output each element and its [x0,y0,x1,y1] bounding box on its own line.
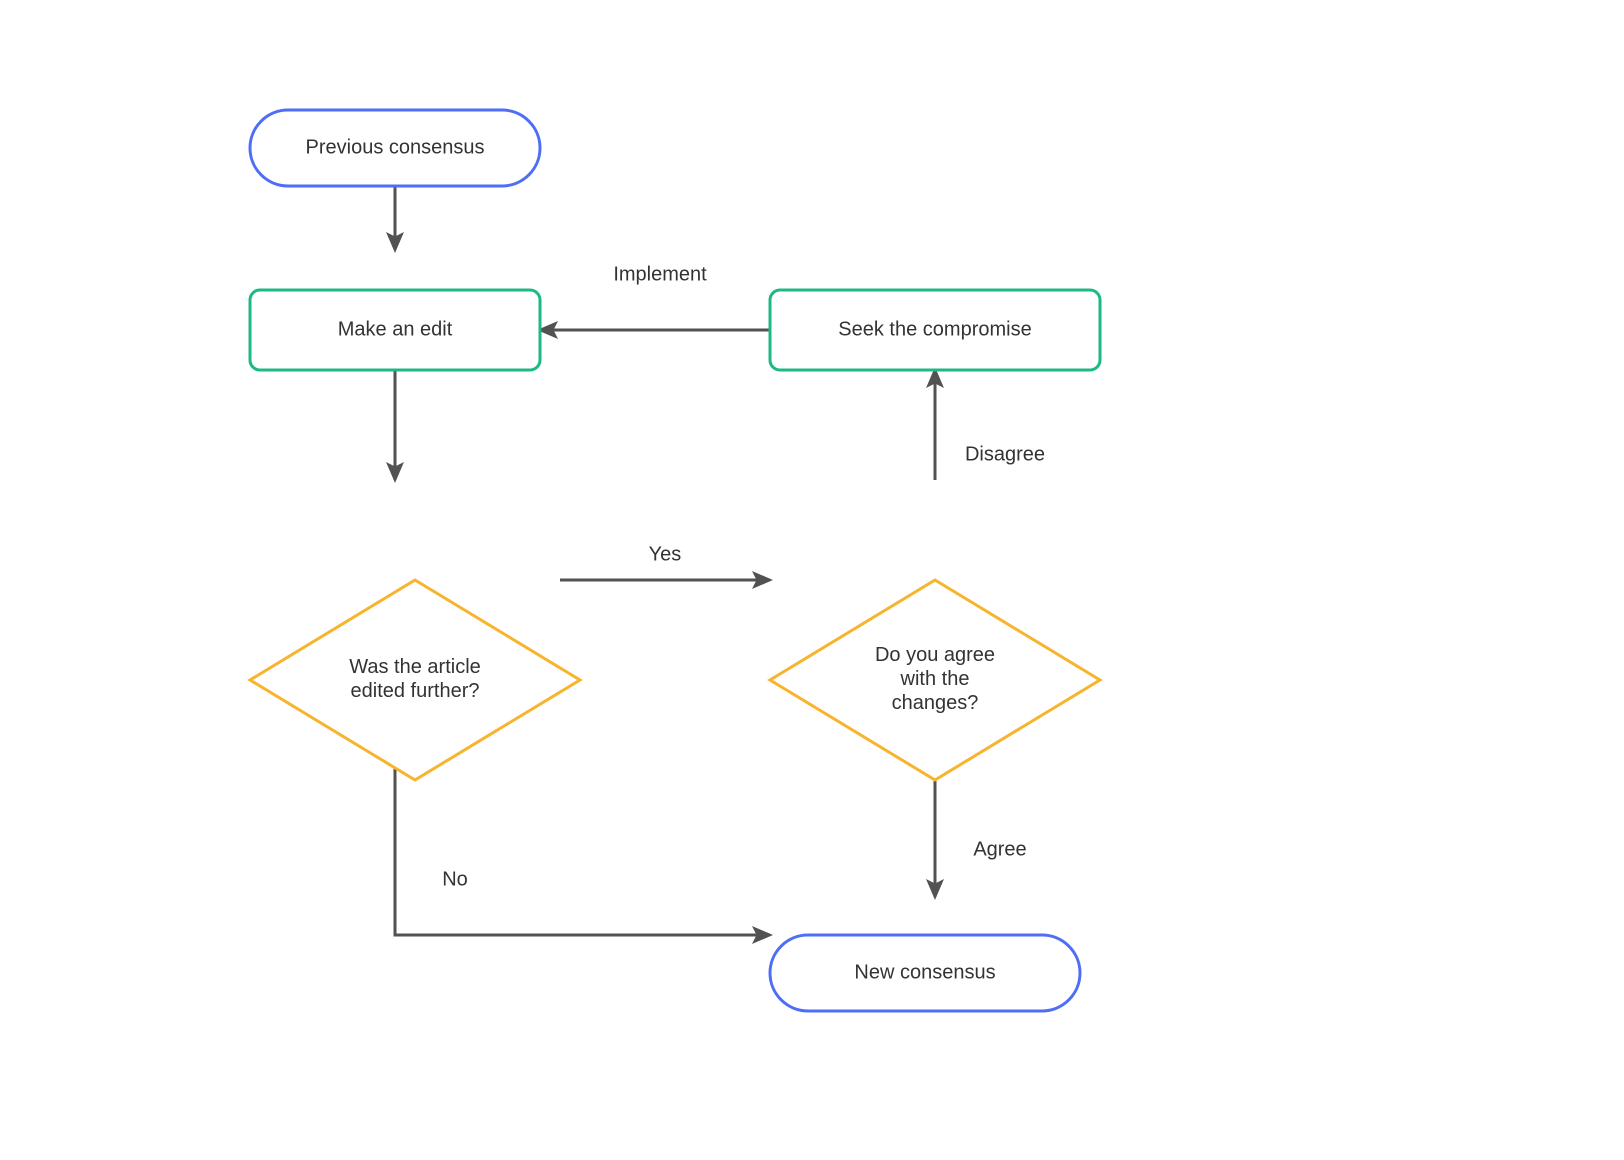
node-agree: Do you agreewith thechanges? [770,580,1100,780]
flowchart-canvas: Yes No Disagree Implement Agree Previous cons… [0,0,1624,1160]
node-label-newc: New consensus [854,961,995,983]
edge-label-agree-to-newc: Agree [973,838,1026,860]
node-compromise: Seek the compromise [770,290,1100,370]
edge-label-further-to-newc: No [442,868,468,890]
edge-label-agree-to-compromise: Disagree [965,443,1045,465]
node-prev: Previous consensus [250,110,540,186]
node-newc: New consensus [770,935,1080,1011]
node-further: Was the articleedited further? [250,580,580,780]
node-label-edit: Make an edit [338,318,453,340]
node-label-prev: Previous consensus [306,136,485,158]
node-edit: Make an edit [250,290,540,370]
node-label-compromise: Seek the compromise [838,318,1031,340]
edge-label-further-to-agree: Yes [649,543,682,565]
edge-label-compromise-to-edit: Implement [613,263,707,285]
